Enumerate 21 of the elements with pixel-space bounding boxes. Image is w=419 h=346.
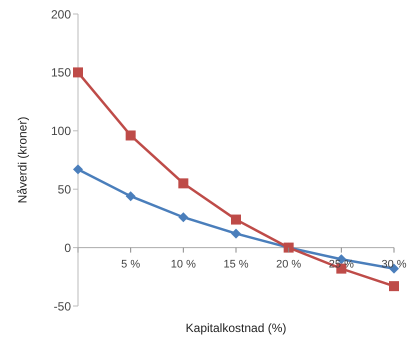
point [389,281,399,292]
x-tick-label: 20 % [276,258,302,271]
point [126,191,136,202]
y-tick-label: 50 [58,182,72,196]
y-tick-label: 200 [50,7,72,22]
x-tick-label: 5 % [121,258,140,271]
y-tick-label: 100 [50,124,72,138]
y-tick-label: -50 [54,299,72,314]
point [231,214,241,225]
x-tick-label: 10 % [170,258,196,271]
point [73,164,83,174]
point [178,178,188,188]
x-axis-title: Kapitalkostnad (%) [186,321,286,335]
point [231,228,241,239]
y-tick-label: 150 [50,66,72,80]
y-axis-title: Nåverdi (kroner) [15,116,30,204]
point [126,130,136,140]
y-tick-label: 0 [64,240,72,255]
x-tick-label: 15 % [223,258,249,271]
point [178,212,188,222]
point [73,67,83,78]
